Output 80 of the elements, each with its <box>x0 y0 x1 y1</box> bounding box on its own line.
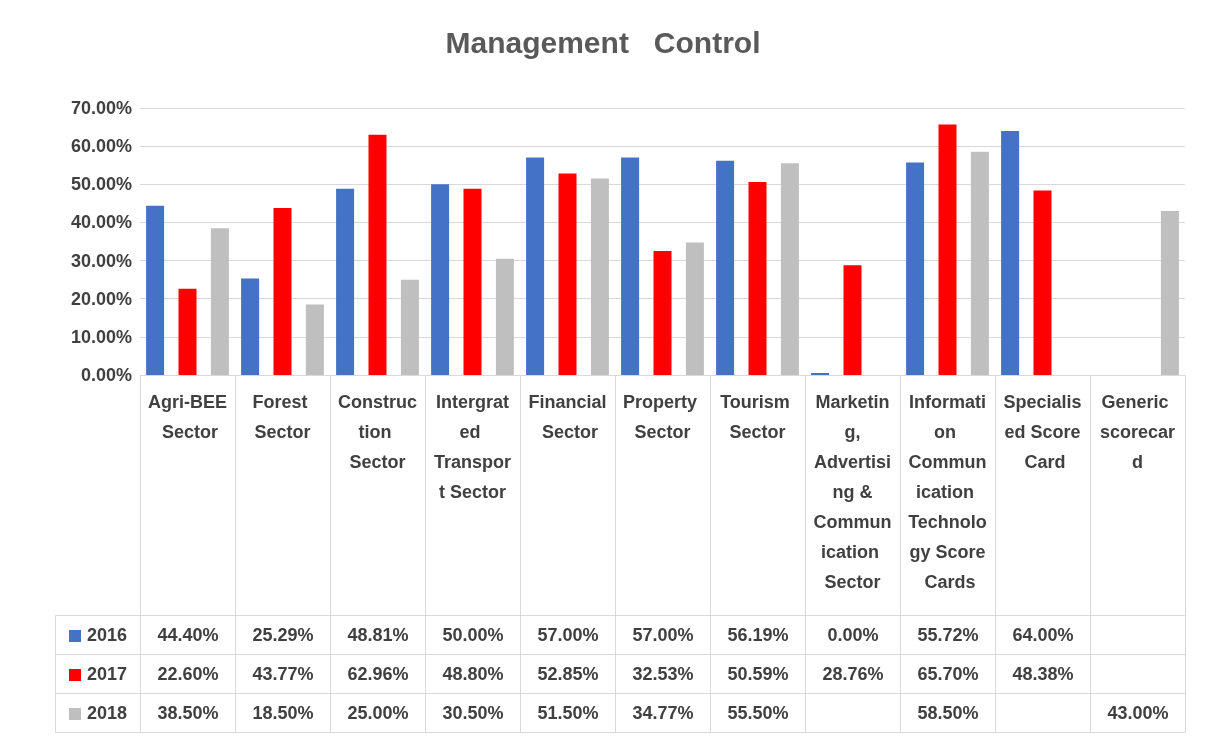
x-tick-label: Marketing,Advertising &Communication Sector <box>813 392 892 592</box>
bar <box>368 134 387 375</box>
bar <box>938 124 957 375</box>
x-tick-label: Generic scorecard <box>1099 392 1176 472</box>
x-tick-label: Property Sector <box>622 392 703 442</box>
bar <box>336 188 355 375</box>
bar <box>1160 210 1179 375</box>
x-tick-label: Construction Sector <box>337 392 418 472</box>
data-label: 57.00% <box>615 615 711 655</box>
data-label: 52.85% <box>520 654 616 694</box>
bar <box>716 160 735 375</box>
data-label: 48.38% <box>995 654 1091 694</box>
y-tick-label: 0.00% <box>80 365 132 385</box>
x-tick-label: Information Communication Technology Score Cards <box>908 392 987 592</box>
bar <box>621 157 640 375</box>
bar <box>558 173 577 375</box>
bar <box>906 162 925 375</box>
bar <box>1001 130 1020 375</box>
data-label: 22.60% <box>140 654 236 694</box>
y-tick-label: 50.00% <box>70 174 132 195</box>
data-label: 50.00% <box>425 615 521 655</box>
data-label: 32.53% <box>615 654 711 694</box>
bar <box>400 279 419 375</box>
bar <box>1033 190 1052 375</box>
data-label: 30.50% <box>425 693 521 733</box>
x-tick-label: Forest Sector <box>252 392 313 442</box>
bar <box>495 258 514 375</box>
x-tick-label: Intergrated Transport Sector <box>433 392 512 502</box>
data-label: 18.50% <box>235 693 331 733</box>
bar <box>431 184 450 375</box>
y-tick-label: 30.00% <box>70 250 132 271</box>
x-tick-label: Financial Sector <box>528 392 607 442</box>
bar <box>590 178 609 375</box>
data-label: 44.40% <box>140 615 236 655</box>
y-tick-label: 40.00% <box>70 212 132 233</box>
bar <box>305 304 324 375</box>
y-tick-label: 10.00% <box>70 326 132 347</box>
data-label: 43.00% <box>1090 693 1186 733</box>
bar <box>241 278 260 375</box>
y-tick-label: 60.00% <box>70 136 132 157</box>
bar <box>748 182 767 375</box>
data-label: 28.76% <box>805 654 901 694</box>
y-tick-label: 20.00% <box>70 288 132 309</box>
data-label: 57.00% <box>520 615 616 655</box>
data-label: 55.72% <box>900 615 996 655</box>
bar <box>273 208 292 375</box>
data-label: 48.80% <box>425 654 521 694</box>
legend-label: 2018 <box>86 702 128 723</box>
legend-label: 2016 <box>86 624 128 645</box>
bar <box>653 250 672 375</box>
data-label: 58.50% <box>900 693 996 733</box>
chart-title: Management Control <box>445 25 761 59</box>
bar <box>843 265 862 375</box>
data-label: 65.70% <box>900 654 996 694</box>
y-tick-label: 70.00% <box>70 98 132 118</box>
data-label: 25.29% <box>235 615 331 655</box>
x-tick-label: Agri-BEE Sector <box>147 392 228 442</box>
data-label: 0.00% <box>805 615 901 655</box>
bar <box>463 188 482 375</box>
x-tick-label: Specialised Score Card <box>1003 392 1082 472</box>
bar <box>526 157 545 375</box>
bar <box>685 242 704 375</box>
data-label: 64.00% <box>995 615 1091 655</box>
data-label: 25.00% <box>330 693 426 733</box>
bar <box>780 163 799 375</box>
bar <box>178 288 197 375</box>
data-label: 48.81% <box>330 615 426 655</box>
bar <box>970 151 989 375</box>
bar <box>210 228 229 375</box>
data-label: 43.77% <box>235 654 331 694</box>
data-label: 50.59% <box>710 654 806 694</box>
legend-label: 2017 <box>86 663 128 684</box>
data-label: 55.50% <box>710 693 806 733</box>
x-tick-label: Tourism Sector <box>720 392 795 442</box>
data-label: 38.50% <box>140 693 236 733</box>
bar <box>146 205 165 375</box>
data-label: 51.50% <box>520 693 616 733</box>
data-label: 34.77% <box>615 693 711 733</box>
data-label: 56.19% <box>710 615 806 655</box>
data-label: 62.96% <box>330 654 426 694</box>
